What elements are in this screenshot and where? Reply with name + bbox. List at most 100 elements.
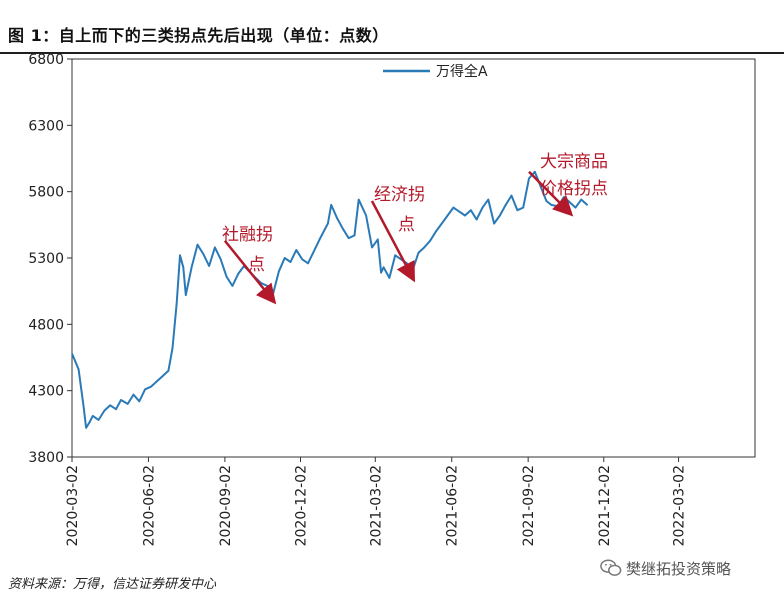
annotation-arrow [370,200,416,283]
data-point [190,266,193,269]
data-point [534,170,536,173]
x-tick-label: 2021-09-02 [521,465,537,546]
annotation-label: 社融拐点 [222,225,273,275]
data-point [342,228,344,230]
data-point [237,273,239,275]
x-tick-label: 2021-12-02 [597,465,613,546]
data-point [307,262,309,265]
data-point [499,214,501,217]
data-point [365,214,367,217]
data-point [266,285,269,287]
data-point [219,258,222,261]
data-point [481,206,484,209]
data-point [202,253,205,255]
y-tick-label: 6300 [28,118,64,134]
data-point [109,404,112,407]
data-point [357,198,360,201]
annotation-layer: 社融拐点 经济拐点 大宗商品价格拐点 [222,152,608,305]
x-tick-label: 2021-06-02 [445,465,461,546]
x-tick-label: 2020-12-02 [293,465,309,546]
data-point [510,194,513,197]
data-point [150,385,152,388]
data-point [196,243,199,246]
data-point [411,269,414,271]
watermark: 樊继拓投资策略 [600,556,731,580]
data-point [171,347,174,350]
data-point [289,261,292,263]
data-point [475,218,478,221]
watermark-text: 樊继拓投资策略 [626,559,732,578]
data-point [347,237,350,239]
data-point [120,399,122,401]
data-point [550,204,553,206]
title-divider [0,52,784,54]
data-point [283,257,286,259]
data-point [214,246,216,249]
y-tick-label: 5800 [28,185,64,201]
data-point [539,185,542,188]
data-point [394,254,397,257]
series-layer [71,170,588,429]
data-point [423,246,426,249]
annotation-arrow [528,170,574,217]
data-point [464,214,466,217]
data-point [144,388,146,391]
data-point [388,277,391,279]
data-point [97,419,100,421]
data-point [435,230,437,233]
data-point [327,222,329,225]
data-point [208,265,210,267]
x-tick-label: 2020-09-02 [218,465,234,546]
data-point [458,210,460,213]
data-point [71,352,73,355]
data-point [85,427,87,429]
data-point [574,206,577,209]
data-point [504,204,507,206]
data-point [88,421,91,424]
data-point [167,369,170,372]
x-tick-label: 2020-03-02 [65,465,81,546]
data-point [353,234,356,237]
data-point [91,415,94,417]
data-point [557,205,559,208]
data-point [126,403,129,405]
legend: 万得全A [383,63,488,80]
y-tick-label: 5300 [28,251,64,267]
wechat-icon [600,559,622,576]
data-point [586,204,588,206]
data-point [278,270,280,273]
data-point [182,266,185,269]
data-point [138,400,141,403]
data-point [380,271,382,274]
data-point [429,239,431,242]
data-point [417,251,420,254]
data-point [487,198,490,201]
data-point [231,285,234,287]
data-point [82,405,85,408]
data-point [179,254,181,257]
data-point [371,246,373,249]
series-line [71,170,588,429]
y-tick-label: 4300 [28,384,64,400]
data-point [132,393,135,396]
data-point [225,275,228,278]
y-tick-label: 3800 [28,450,64,466]
data-point [376,238,379,241]
data-point [382,266,385,269]
x-tick-label: 2020-06-02 [141,465,157,546]
data-point [175,302,178,304]
data-point [336,217,338,219]
data-point [470,209,472,212]
data-point [568,201,571,204]
x-tick-label: 2022-03-02 [672,465,688,546]
y-tick-label: 4800 [28,317,64,333]
data-point [272,293,274,295]
data-point [446,214,449,217]
source-note: 资料来源：万得，信达证券研发中心 [8,577,217,592]
plot-frame [71,58,756,458]
data-point [545,200,548,202]
data-point [330,204,333,206]
data-point [103,409,106,412]
x-axis: 2020-03-02 2020-06-02 2020-09-02 2020-12-02… [65,457,688,546]
y-tick-label: 6800 [28,52,64,68]
